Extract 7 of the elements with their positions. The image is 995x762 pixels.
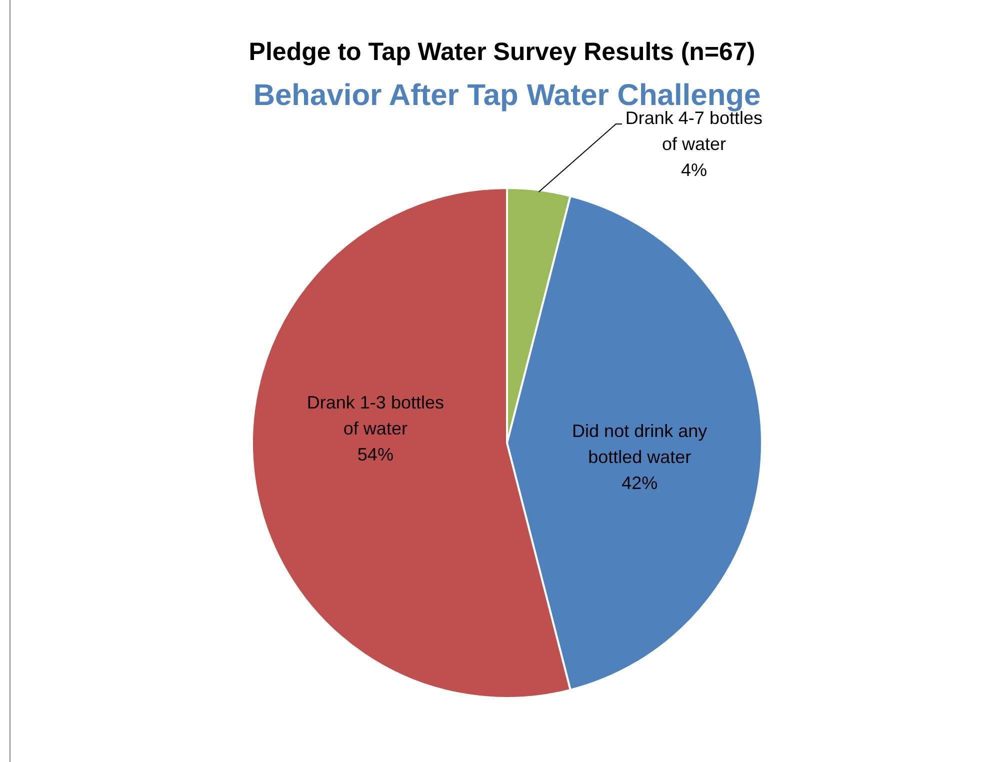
data-label: 4% <box>680 160 707 180</box>
chart-subtitle: Behavior After Tap Water Challenge <box>253 79 761 112</box>
chart-title: Pledge to Tap Water Survey Results (n=67) <box>248 38 756 66</box>
slice-label: Did not drink any bottled water <box>572 421 708 467</box>
slice-label: Drank 1-3 bottles of water <box>306 392 444 439</box>
data-label: 54% <box>357 444 394 465</box>
data-label: 42% <box>622 473 658 493</box>
